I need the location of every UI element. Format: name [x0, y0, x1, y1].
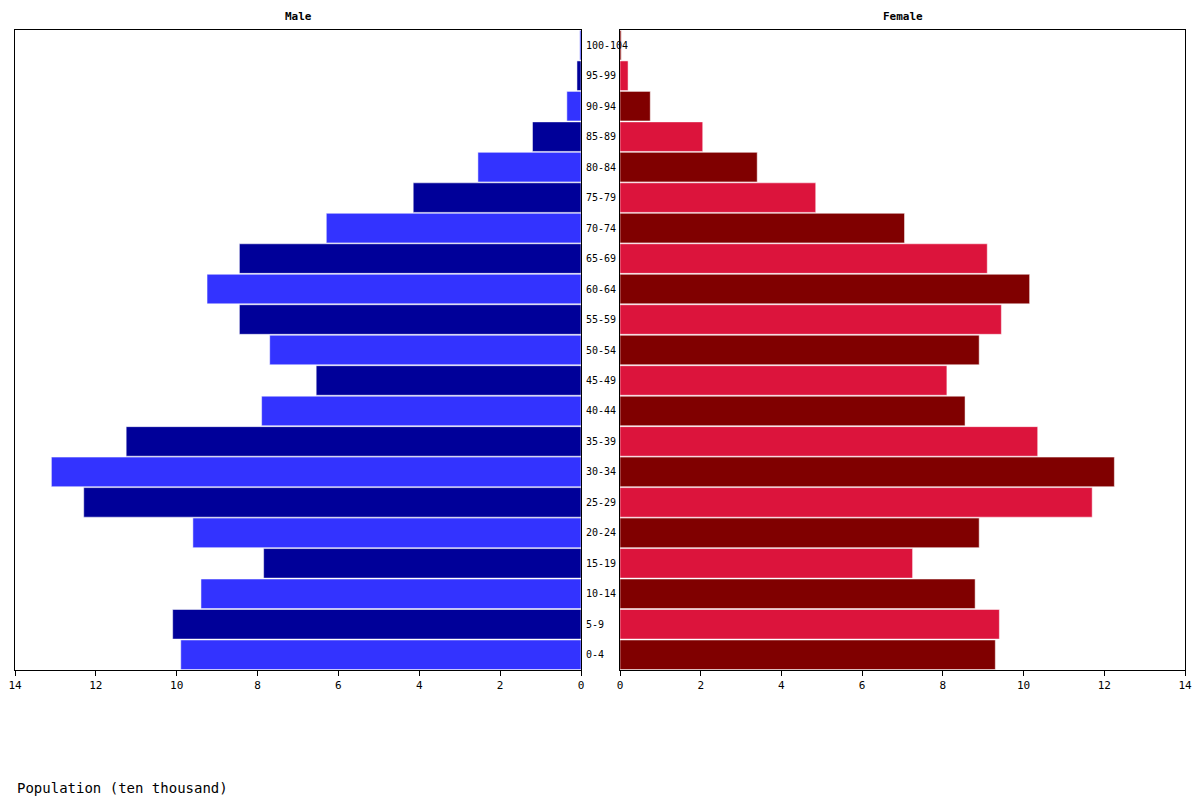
svg-text:15-19: 15-19 — [586, 558, 616, 569]
svg-text:2: 2 — [697, 679, 704, 692]
svg-text:0: 0 — [578, 679, 585, 692]
svg-text:6: 6 — [859, 679, 866, 692]
svg-text:Female: Female — [883, 10, 923, 23]
svg-text:10: 10 — [1017, 679, 1030, 692]
svg-text:40-44: 40-44 — [586, 405, 616, 416]
svg-text:12: 12 — [89, 679, 102, 692]
svg-text:8: 8 — [940, 679, 947, 692]
svg-text:65-69: 65-69 — [586, 253, 616, 264]
svg-text:95-99: 95-99 — [586, 70, 616, 81]
svg-text:12: 12 — [1098, 679, 1111, 692]
svg-text:2: 2 — [497, 679, 504, 692]
svg-text:8: 8 — [254, 679, 261, 692]
svg-text:14: 14 — [1178, 679, 1192, 692]
svg-text:14: 14 — [8, 679, 22, 692]
svg-text:55-59: 55-59 — [586, 314, 616, 325]
svg-text:4: 4 — [778, 679, 785, 692]
svg-text:5-9: 5-9 — [586, 619, 604, 630]
svg-text:100-104: 100-104 — [586, 40, 628, 51]
svg-text:10-14: 10-14 — [586, 588, 616, 599]
svg-text:80-84: 80-84 — [586, 162, 616, 173]
svg-text:75-79: 75-79 — [586, 192, 616, 203]
svg-text:25-29: 25-29 — [586, 497, 616, 508]
svg-text:85-89: 85-89 — [586, 131, 616, 142]
svg-text:6: 6 — [335, 679, 342, 692]
svg-text:Population (ten thousand): Population (ten thousand) — [17, 780, 228, 796]
svg-text:50-54: 50-54 — [586, 345, 616, 356]
svg-text:0-4: 0-4 — [586, 649, 604, 660]
svg-text:60-64: 60-64 — [586, 284, 616, 295]
svg-text:Male: Male — [285, 10, 312, 23]
svg-text:4: 4 — [416, 679, 423, 692]
svg-text:35-39: 35-39 — [586, 436, 616, 447]
svg-text:10: 10 — [170, 679, 183, 692]
svg-text:90-94: 90-94 — [586, 101, 616, 112]
svg-text:30-34: 30-34 — [586, 466, 616, 477]
svg-text:20-24: 20-24 — [586, 527, 616, 538]
svg-text:45-49: 45-49 — [586, 375, 616, 386]
svg-text:70-74: 70-74 — [586, 223, 616, 234]
svg-text:0: 0 — [617, 679, 624, 692]
